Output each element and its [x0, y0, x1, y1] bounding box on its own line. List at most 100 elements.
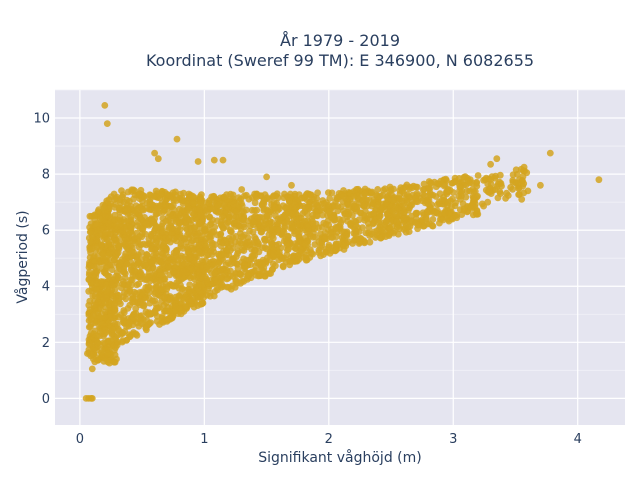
data-point: [91, 301, 98, 309]
data-point: [152, 278, 160, 286]
data-point: [154, 155, 162, 163]
data-point: [334, 240, 342, 248]
data-point: [188, 296, 196, 304]
data-point: [366, 238, 374, 246]
data-point: [260, 205, 268, 212]
data-point: [377, 234, 384, 242]
data-point: [85, 323, 93, 331]
data-point: [219, 156, 227, 164]
data-point: [85, 276, 93, 283]
data-points: [82, 102, 603, 402]
data-point: [226, 226, 234, 234]
data-point: [164, 307, 172, 315]
data-point: [130, 186, 137, 194]
data-point: [401, 224, 409, 232]
data-point: [202, 257, 210, 265]
y-tick-labels: 0 2 4 6 8 10: [33, 112, 50, 407]
data-point: [172, 249, 180, 257]
data-point: [230, 200, 237, 208]
data-point: [119, 337, 127, 345]
data-point: [203, 252, 210, 259]
data-point: [102, 212, 109, 220]
data-point: [342, 242, 350, 250]
data-point: [307, 191, 314, 199]
data-point: [268, 225, 276, 233]
data-point: [159, 220, 167, 227]
data-point: [451, 202, 459, 210]
data-point: [142, 284, 150, 291]
x-tick-label: 1: [200, 432, 208, 447]
data-point: [325, 243, 333, 251]
data-point: [480, 176, 487, 184]
data-point: [356, 237, 363, 245]
data-point: [155, 205, 163, 213]
data-point: [140, 240, 148, 248]
data-point: [306, 254, 314, 261]
data-point: [116, 242, 123, 250]
data-point: [109, 276, 117, 284]
data-point: [104, 350, 112, 358]
data-point: [283, 246, 291, 254]
data-point: [393, 212, 400, 219]
data-point: [116, 214, 124, 222]
data-point: [287, 254, 295, 261]
data-point: [341, 210, 349, 217]
data-point: [263, 173, 270, 181]
y-tick-label: 4: [42, 280, 50, 295]
data-point: [217, 231, 224, 239]
data-point: [281, 219, 288, 227]
data-point: [342, 231, 350, 239]
data-point: [96, 215, 104, 223]
data-point: [420, 222, 427, 230]
data-point: [288, 181, 295, 189]
data-point: [210, 156, 218, 164]
data-point: [202, 242, 210, 250]
data-point: [332, 197, 339, 205]
data-point: [165, 191, 173, 199]
data-point: [165, 234, 173, 242]
data-point: [240, 247, 248, 255]
data-point: [105, 250, 113, 258]
data-point: [124, 241, 132, 249]
data-point: [326, 208, 333, 216]
data-point: [128, 276, 136, 284]
y-tick-label: 10: [33, 112, 50, 127]
data-point: [100, 339, 108, 347]
data-point: [537, 181, 544, 189]
data-point: [365, 224, 373, 231]
data-point: [114, 249, 122, 257]
data-point: [498, 182, 505, 190]
data-point: [208, 269, 215, 277]
data-point: [315, 224, 322, 232]
data-point: [229, 273, 237, 280]
data-point: [128, 248, 136, 256]
data-point: [128, 295, 136, 303]
data-point: [88, 365, 96, 373]
data-point: [224, 218, 232, 226]
data-point: [182, 302, 190, 310]
data-point: [279, 262, 287, 270]
data-point: [375, 219, 383, 227]
data-point: [507, 184, 514, 191]
data-point: [201, 223, 209, 230]
data-point: [234, 247, 242, 255]
data-point: [379, 191, 386, 199]
data-point: [127, 202, 135, 210]
data-point: [400, 214, 408, 221]
data-point: [98, 241, 105, 249]
y-axis-label: Vågperiod (s): [14, 210, 31, 303]
data-point: [282, 204, 290, 212]
data-point: [263, 236, 271, 244]
data-point: [304, 223, 311, 231]
data-point: [223, 275, 231, 283]
data-point: [284, 240, 292, 248]
data-point: [460, 205, 468, 213]
data-point: [466, 187, 473, 195]
data-point: [229, 234, 237, 242]
data-point: [219, 251, 227, 258]
data-point: [213, 280, 220, 287]
data-point: [382, 233, 390, 241]
data-point: [91, 358, 99, 366]
data-point: [413, 209, 421, 217]
data-point: [546, 149, 554, 157]
